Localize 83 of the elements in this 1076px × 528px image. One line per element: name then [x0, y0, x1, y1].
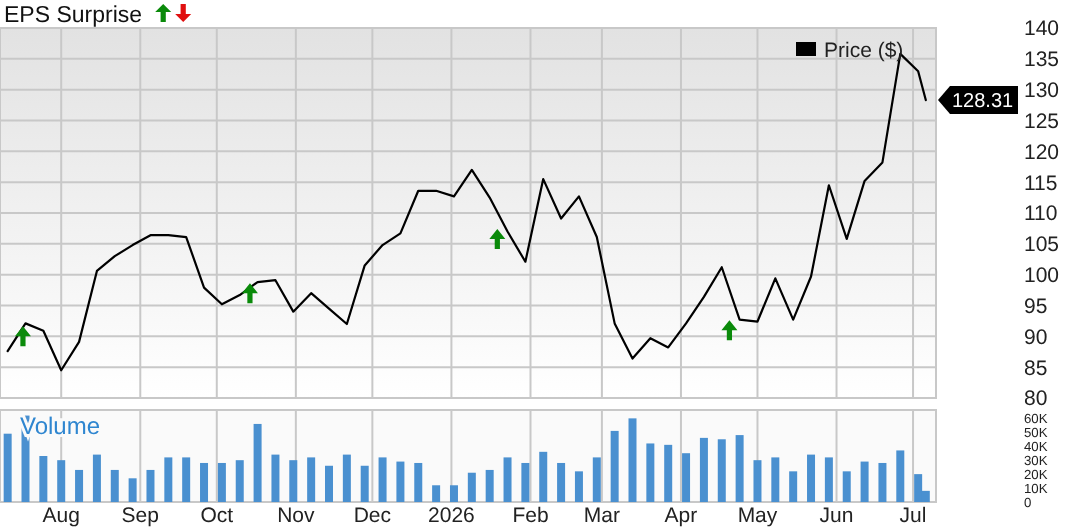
y-tick-label: 125 — [1024, 109, 1060, 134]
x-tick-label: Mar — [583, 504, 621, 528]
bar — [592, 457, 601, 502]
bar — [914, 474, 923, 502]
y-tick-label: 80 — [1024, 387, 1048, 412]
bar — [735, 435, 744, 502]
bar — [789, 471, 798, 502]
x-tick-label: 2026 — [428, 504, 476, 528]
bar — [57, 460, 66, 502]
bar — [235, 460, 244, 502]
bar — [807, 454, 816, 502]
y-tick-label: 100 — [1024, 264, 1060, 289]
point — [241, 283, 258, 304]
x-tick-label: Aug — [42, 504, 81, 528]
y-tick-label: 90 — [1024, 325, 1048, 350]
y-tick-label: 140 — [1024, 17, 1060, 42]
bar — [360, 465, 369, 502]
bar — [682, 453, 691, 502]
bar — [3, 433, 12, 502]
bar — [860, 461, 869, 502]
point — [14, 326, 31, 347]
bar — [539, 451, 548, 502]
bar — [164, 457, 173, 502]
y-tick-label: 85 — [1024, 356, 1048, 381]
bar — [824, 457, 833, 502]
y-tick-label: 115 — [1024, 171, 1058, 196]
bar — [646, 443, 655, 502]
x-tick-label: Dec — [353, 504, 392, 528]
data-label: 128.31 — [952, 91, 1015, 114]
bar — [325, 465, 333, 502]
y-tick-label: 130 — [1024, 79, 1060, 104]
bar — [574, 471, 583, 502]
x-tick-label: Feb — [512, 504, 549, 528]
x-tick-label: Jun — [819, 504, 854, 528]
bar — [200, 462, 209, 502]
y-tick-label: 135 — [1024, 48, 1060, 73]
bar — [271, 454, 280, 502]
bar — [396, 461, 405, 502]
bar — [289, 460, 298, 502]
x-tick-label: Sep — [121, 504, 160, 528]
bar — [92, 454, 101, 502]
point — [721, 320, 738, 341]
x-tick-label: Apr — [664, 504, 699, 528]
bar — [699, 437, 708, 502]
bar — [75, 469, 84, 502]
point — [489, 228, 506, 249]
x-tick-label: Nov — [277, 504, 316, 528]
y-tick-label: 95 — [1024, 294, 1048, 319]
bar — [771, 457, 780, 502]
bar — [449, 485, 458, 502]
bar — [503, 457, 512, 502]
bar — [414, 462, 423, 502]
bar — [342, 454, 351, 502]
bar — [753, 460, 762, 502]
y-tick-label: 110 — [1024, 202, 1058, 227]
bar — [521, 462, 530, 502]
bar — [842, 471, 851, 502]
bar — [378, 457, 387, 502]
bar — [110, 469, 119, 502]
y-tick-label: 105 — [1024, 233, 1060, 258]
bar — [628, 418, 637, 502]
bar — [896, 450, 905, 502]
bar — [307, 457, 316, 502]
x-tick-label: Oct — [200, 504, 234, 528]
bar — [39, 456, 48, 502]
legend-label: Price ($) — [824, 39, 904, 64]
bar — [217, 462, 226, 502]
bar — [717, 439, 726, 502]
bar — [432, 485, 441, 502]
bar — [182, 457, 191, 502]
x-tick-label: May — [737, 504, 779, 528]
bar — [664, 444, 673, 502]
bar — [146, 469, 155, 502]
x-tick-label: Jul — [899, 504, 927, 528]
bar — [467, 472, 476, 502]
y-tick-label: 120 — [1024, 140, 1060, 165]
bar — [878, 462, 887, 502]
chart-title: EPS Surprise — [4, 4, 143, 28]
bar — [128, 478, 137, 502]
bar — [485, 469, 494, 502]
bar — [557, 462, 566, 502]
bar — [253, 423, 262, 502]
bar — [610, 430, 619, 502]
